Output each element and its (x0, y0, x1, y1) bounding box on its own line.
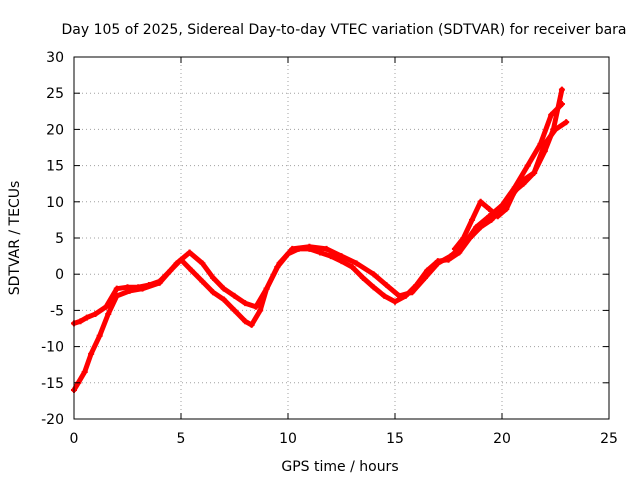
x-tick-label: 10 (279, 431, 297, 447)
y-axis-label: SDTVAR / TECUs (7, 181, 23, 296)
data-point (409, 289, 416, 296)
y-tick-label: 30 (46, 50, 64, 66)
data-point (77, 318, 84, 325)
x-tick-label: 15 (386, 431, 404, 447)
x-axis-label: GPS time / hours (281, 459, 398, 475)
data-point (503, 206, 510, 213)
data-point (338, 253, 345, 260)
data-point (248, 321, 255, 328)
y-tick-label: -5 (50, 303, 64, 319)
data-point (156, 279, 163, 286)
data-point (434, 260, 441, 267)
data-point (81, 368, 88, 375)
data-point (220, 285, 227, 292)
data-point (548, 111, 555, 118)
data-series-layer (71, 86, 570, 394)
data-point (460, 242, 467, 249)
data-point (460, 235, 467, 241)
data-point (263, 285, 270, 292)
y-tick-label: 25 (46, 86, 64, 102)
data-point (486, 213, 493, 220)
data-point (381, 292, 388, 299)
data-point (392, 298, 398, 305)
data-point (96, 332, 103, 339)
x-tick-label: 0 (70, 431, 79, 447)
y-tick-label: -20 (41, 412, 64, 428)
data-point (447, 253, 454, 260)
data-point (421, 274, 428, 281)
data-point (486, 206, 493, 213)
data-point (199, 278, 206, 285)
data-point (126, 287, 133, 294)
data-point (550, 126, 557, 133)
data-point (103, 303, 110, 310)
data-point (531, 169, 538, 176)
data-point (92, 311, 99, 318)
data-point (370, 271, 377, 278)
data-point (173, 260, 180, 267)
data-point (231, 307, 238, 314)
data-point (199, 260, 206, 267)
y-tick-label: -10 (41, 340, 64, 356)
data-point (188, 267, 195, 274)
data-point (186, 249, 193, 256)
data-point (327, 253, 334, 260)
data-point (210, 274, 217, 281)
data-point (113, 292, 120, 299)
chart-title: Day 105 of 2025, Sidereal Day-to-day VTE… (61, 22, 626, 38)
y-tick-label: 10 (46, 195, 64, 211)
y-tick-label: 20 (46, 122, 64, 138)
data-point (488, 216, 495, 223)
data-point (477, 198, 484, 205)
data-point (541, 148, 548, 155)
data-point (242, 318, 249, 325)
data-point (252, 303, 259, 310)
data-point (451, 245, 458, 252)
data-point (139, 285, 146, 292)
data-point (511, 187, 518, 194)
data-point (323, 245, 330, 252)
data-point (473, 224, 480, 231)
data-point (359, 274, 366, 281)
data-point (353, 260, 360, 267)
data-point (349, 263, 356, 270)
data-point (257, 307, 264, 314)
data-point (276, 260, 283, 267)
data-point (231, 292, 238, 299)
data-point (396, 292, 403, 299)
data-point (242, 300, 249, 307)
x-tick-label: 20 (493, 431, 511, 447)
data-point (383, 282, 390, 289)
data-point (537, 140, 544, 147)
data-point (499, 202, 505, 209)
y-tick-label: 5 (55, 231, 64, 247)
y-tick-label: -15 (41, 376, 64, 392)
y-tick-label: 15 (46, 159, 64, 175)
data-point (370, 284, 377, 291)
data-point (83, 314, 90, 321)
data-point (563, 119, 570, 126)
data-point (220, 296, 227, 303)
data-point (338, 258, 345, 265)
data-point (210, 289, 217, 296)
data-point (88, 350, 95, 357)
data-point (306, 243, 313, 250)
data-point (494, 213, 501, 220)
grid-lines (74, 57, 609, 419)
data-point (113, 285, 120, 292)
data-point (469, 216, 476, 223)
x-tick-label: 25 (600, 431, 618, 447)
data-point (105, 311, 112, 318)
data-point (558, 86, 565, 93)
y-tick-label: 0 (55, 267, 64, 283)
axes: -20 -15 -10 -5 0 5 10 15 20 25 30 0 5 10 15 20 25 (41, 50, 618, 447)
data-point (520, 180, 527, 187)
series-track-c (451, 86, 565, 252)
series-track-b (71, 101, 565, 394)
x-tick-label: 5 (177, 431, 186, 447)
data-point (289, 245, 296, 252)
data-point (524, 162, 531, 169)
